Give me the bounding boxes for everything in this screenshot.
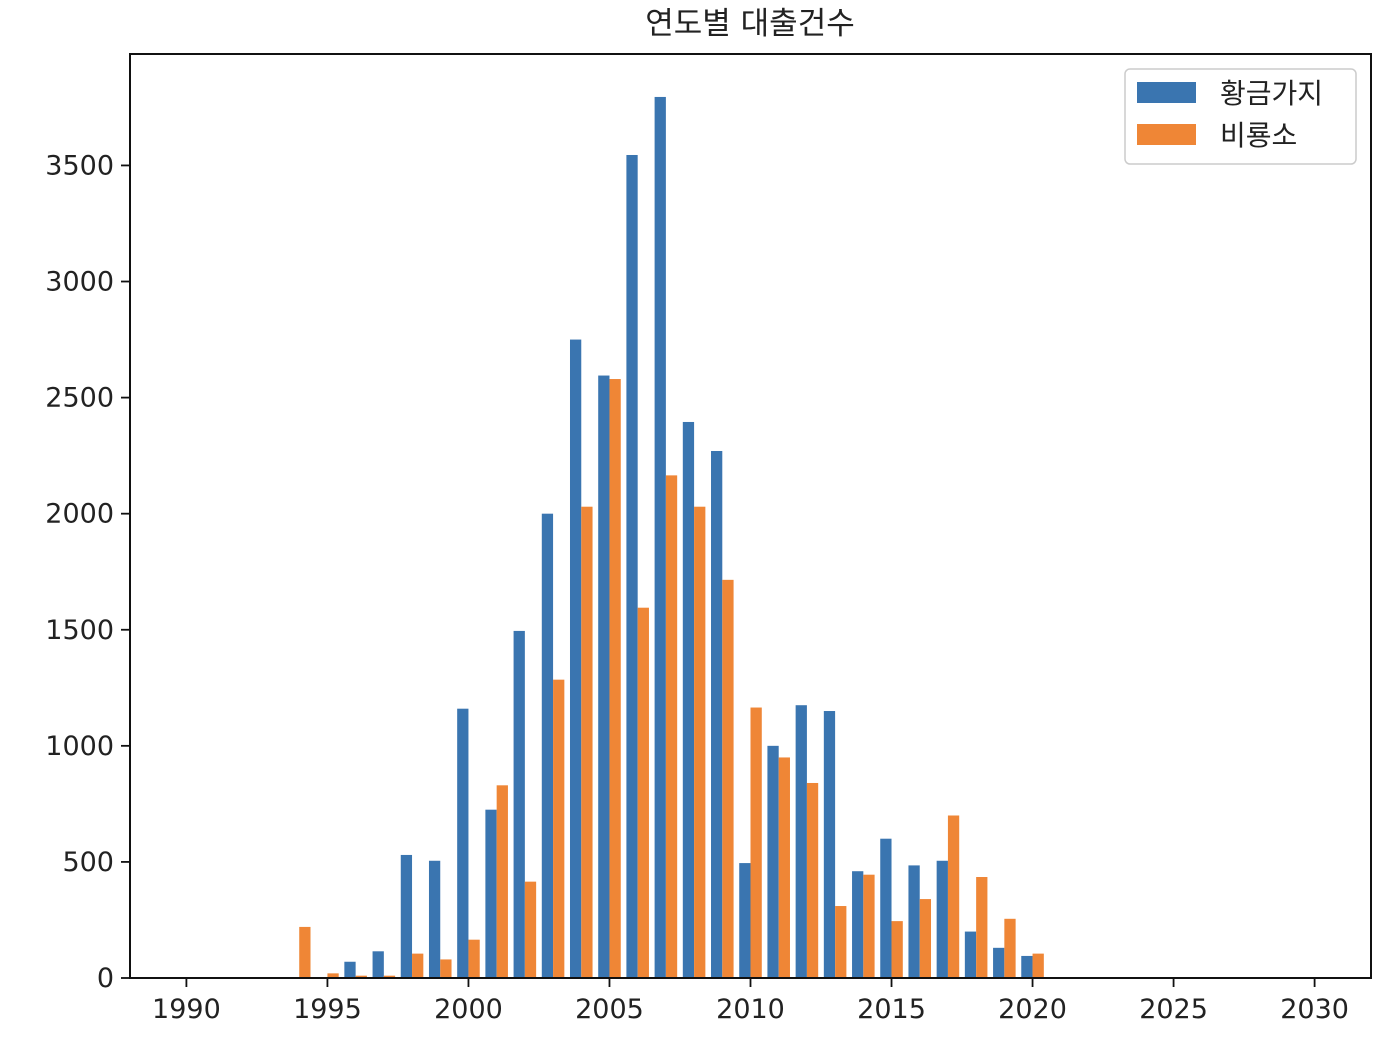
bar-s1-2019 xyxy=(1004,918,1016,978)
y-axis: 0 500 1000 1500 2000 2500 3000 3500 xyxy=(45,150,130,994)
legend-swatch-hwanggeumgaji xyxy=(1137,82,1196,103)
bar-s0-1996 xyxy=(344,961,356,978)
bar-s0-2016 xyxy=(908,865,920,978)
bar-s0-1997 xyxy=(372,951,384,978)
bar-s0-2019 xyxy=(993,947,1005,978)
y-tick-label-3500: 3500 xyxy=(45,150,114,181)
chart-title: 연도별 대출건수 xyxy=(645,6,855,42)
bar-s1-2008 xyxy=(694,506,706,978)
x-tick-label-2000: 2000 xyxy=(434,994,503,1025)
y-tick-label-2500: 2500 xyxy=(45,383,114,414)
bar-s0-2002 xyxy=(513,630,525,978)
bar-s1-1999 xyxy=(440,959,452,978)
bar-s1-1996 xyxy=(355,975,367,978)
bar-s1-2016 xyxy=(919,899,932,978)
bar-s0-1998 xyxy=(400,854,413,978)
x-tick-label-2030: 2030 xyxy=(1280,994,1349,1025)
bar-s1-2014 xyxy=(863,874,875,978)
bar-s1-2020 xyxy=(1032,953,1044,978)
bar-s1-2012 xyxy=(806,782,819,978)
bar-s0-2001 xyxy=(485,809,497,978)
bar-s0-2000 xyxy=(457,708,469,978)
bar-s0-2006 xyxy=(626,154,638,979)
legend: 황금가지 비룡소 xyxy=(1124,68,1357,165)
x-tick-label-1995: 1995 xyxy=(293,994,362,1025)
legend-swatch-biryongso xyxy=(1137,124,1196,145)
bar-s1-2000 xyxy=(468,939,480,978)
bar-s0-2020 xyxy=(1021,955,1033,978)
bar-s1-1994 xyxy=(299,926,311,978)
x-tick-label-2015: 2015 xyxy=(857,994,926,1025)
y-tick-label-1000: 1000 xyxy=(45,731,114,762)
bar-s1-2001 xyxy=(496,785,508,978)
x-tick-label-2010: 2010 xyxy=(716,994,785,1025)
y-tick-label-500: 500 xyxy=(62,847,114,878)
x-tick-label-2005: 2005 xyxy=(575,994,644,1025)
bar-s0-2008 xyxy=(682,421,695,979)
bar-s1-2009 xyxy=(722,579,734,978)
legend-label-biryongso: 비룡소 xyxy=(1220,119,1297,152)
y-tick-label-2000: 2000 xyxy=(45,499,114,530)
bar-s1-2015 xyxy=(891,921,903,978)
bar-s0-2005 xyxy=(598,375,610,978)
bar-s1-2003 xyxy=(553,679,565,978)
x-axis: 1990 1995 2000 2005 2010 2015 2020 2025 2030 xyxy=(152,978,1349,1025)
bar-s1-2007 xyxy=(665,475,678,978)
x-tick-label-2020: 2020 xyxy=(998,994,1067,1025)
bar-s1-2010 xyxy=(750,707,762,978)
bar-s1-1995 xyxy=(327,973,339,978)
bar-s1-2017 xyxy=(947,815,960,978)
bar-s1-2005 xyxy=(609,379,621,978)
y-tick-label-3000: 3000 xyxy=(45,267,114,298)
bar-s0-2018 xyxy=(964,931,977,978)
bar-s1-2013 xyxy=(835,906,847,978)
bar-s1-2018 xyxy=(976,877,988,978)
bar-s0-2004 xyxy=(569,339,582,978)
bar-s0-2007 xyxy=(654,96,666,978)
bar-s1-2006 xyxy=(637,607,649,978)
bar-s0-2012 xyxy=(795,705,807,978)
bar-s0-2015 xyxy=(880,838,892,978)
bar-s0-2014 xyxy=(852,871,864,978)
bar-s1-2011 xyxy=(778,757,790,978)
bar-s1-1997 xyxy=(383,975,396,978)
bars-layer xyxy=(299,96,1044,979)
bar-s0-2003 xyxy=(541,513,554,978)
bar-s1-1998 xyxy=(412,953,424,978)
y-tick-label-1500: 1500 xyxy=(45,615,114,646)
bar-s0-2013 xyxy=(823,711,836,978)
bar-s0-2011 xyxy=(767,745,779,978)
bar-s1-2002 xyxy=(524,881,537,978)
x-tick-label-1990: 1990 xyxy=(152,994,221,1025)
y-tick-label-0: 0 xyxy=(97,963,114,994)
bar-s0-2009 xyxy=(711,450,723,978)
x-tick-label-2025: 2025 xyxy=(1139,994,1208,1025)
legend-label-hwanggeumgaji: 황금가지 xyxy=(1220,77,1323,110)
bar-s0-1999 xyxy=(428,860,441,978)
bar-s1-2004 xyxy=(581,506,593,978)
bar-s0-2017 xyxy=(936,860,948,978)
bar-s0-2010 xyxy=(739,863,751,978)
